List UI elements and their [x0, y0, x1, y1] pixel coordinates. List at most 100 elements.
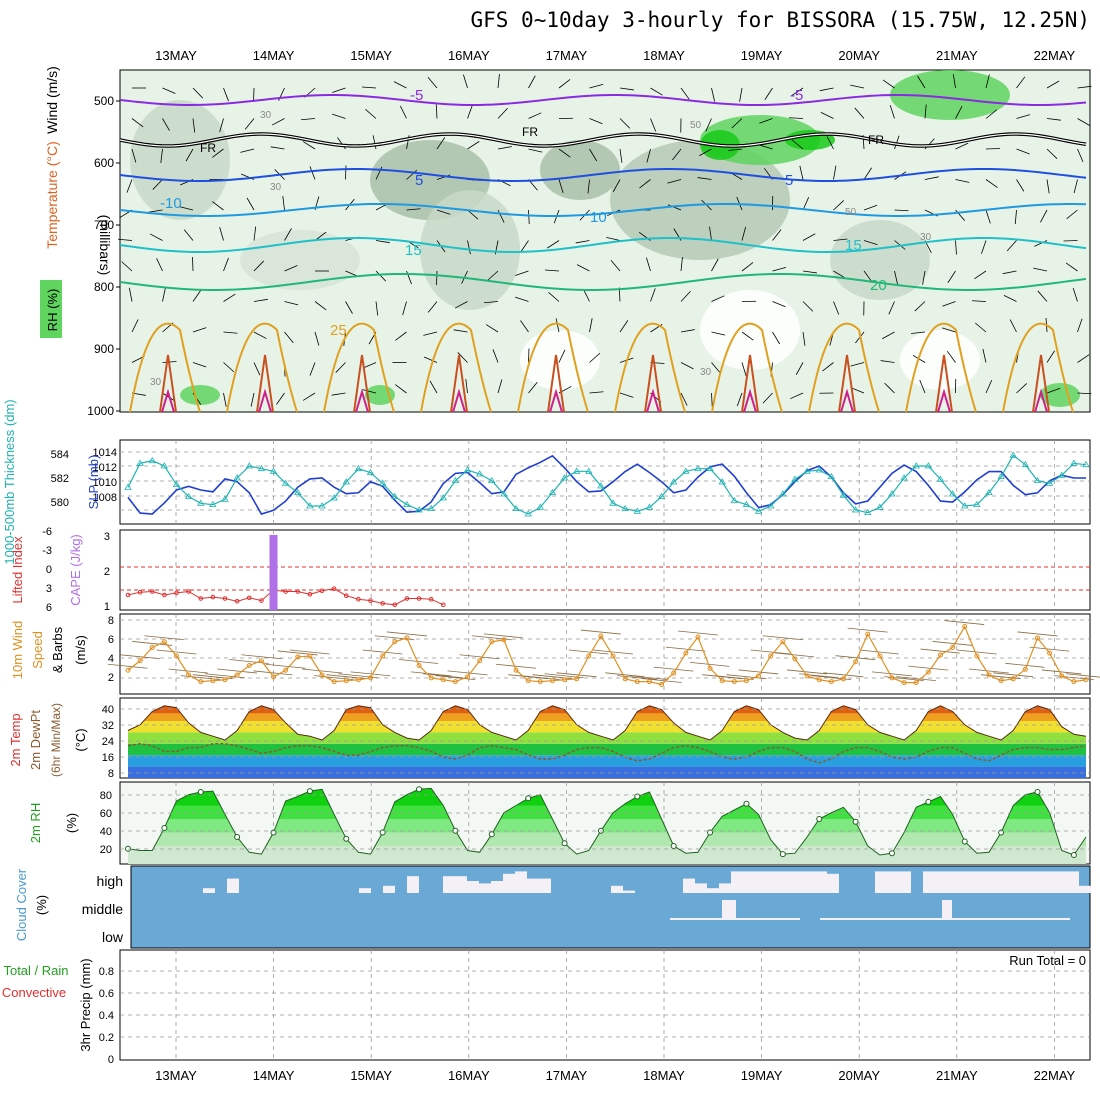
- thickness-marker: [839, 491, 848, 498]
- wind-barb: [284, 331, 294, 344]
- lifted-index-marker: [137, 589, 143, 595]
- thickness-marker: [742, 500, 751, 508]
- wind-barb: [802, 233, 816, 241]
- wind-speed-marker: [513, 667, 519, 673]
- cloud-bar-high: [959, 871, 971, 893]
- wind-barb: [362, 362, 377, 369]
- cloud-bar-high: [407, 876, 419, 893]
- precip-panel: [119, 949, 1091, 1061]
- wind-barb: [515, 296, 529, 302]
- wind-barb: [148, 209, 163, 213]
- thickness-marker: [1082, 460, 1090, 468]
- wind-barb: [680, 329, 695, 333]
- cloud-bar-high: [743, 871, 755, 893]
- wind-barb: [575, 240, 590, 244]
- temp-tick: 32: [102, 720, 114, 732]
- cloud-bar-high: [539, 878, 551, 893]
- wind-speed-marker: [998, 678, 1004, 684]
- wind-barb: [826, 136, 834, 150]
- temp-contour-30: [353, 354, 371, 413]
- rh-marker: [525, 795, 532, 802]
- thickness-marker: [633, 507, 642, 514]
- wind-barb: [1077, 148, 1084, 163]
- wind-barb: [435, 104, 438, 119]
- lifted-index-marker: [234, 599, 240, 604]
- lifted-index-tick: 6: [46, 602, 52, 614]
- wind-speed-marker: [271, 674, 277, 680]
- wind-barb: [667, 204, 682, 211]
- wind-barb: [589, 318, 593, 333]
- thickness-marker: [536, 503, 545, 510]
- thickness-marker: [694, 464, 702, 472]
- wind-barb: [650, 288, 656, 302]
- wind-speed-marker: [1083, 677, 1089, 683]
- wind-speed-marker: [380, 653, 386, 659]
- wind-speed-marker: [659, 682, 665, 687]
- wind-barb: [314, 301, 327, 311]
- wind-barb: [436, 137, 446, 150]
- pressure-tick: 600: [94, 156, 114, 170]
- wind-barb: [302, 141, 316, 150]
- wind-barb-10m: [568, 649, 609, 655]
- wind-barb: [711, 362, 721, 374]
- wind-barb: [1046, 179, 1050, 194]
- temp-contour-25: [1002, 322, 1074, 413]
- temp-contour-30: [741, 354, 759, 413]
- wind-barb: [314, 331, 320, 346]
- rh-contour-label: 30: [150, 377, 162, 388]
- wind-barb: [833, 270, 846, 279]
- wind-speed-marker: [731, 679, 737, 685]
- precip-tick: 0: [108, 1054, 114, 1066]
- date-label-bottom: 14MAY: [253, 1068, 295, 1083]
- temperature-line: [127, 705, 1087, 741]
- thickness-marker: [439, 494, 447, 501]
- wind-barb-10m: [641, 678, 682, 683]
- wind-speed-marker: [877, 653, 883, 659]
- wind-speed-marker: [901, 680, 907, 686]
- wind-barb: [680, 290, 691, 302]
- rh-marker: [925, 798, 932, 805]
- cape-bar: [269, 535, 278, 610]
- thickness-marker: [403, 500, 411, 508]
- cloud-bar-high: [1067, 871, 1079, 893]
- wind-barb: [121, 261, 133, 272]
- wind-barb: [453, 329, 468, 333]
- wind-barb: [772, 266, 787, 272]
- temp-contour-35: [161, 388, 175, 413]
- temp-contour-35: [840, 388, 854, 413]
- rh-legend-swatch: [40, 280, 62, 338]
- thickness-marker: [730, 496, 739, 504]
- lifted-index-marker: [428, 596, 434, 602]
- wind-speed-marker: [828, 679, 834, 685]
- thickness-marker: [488, 476, 496, 484]
- wind-barb: [711, 87, 716, 102]
- thickness-marker: [585, 467, 593, 474]
- wind-barb: [558, 79, 571, 89]
- wind-speed-marker: [622, 676, 628, 682]
- lifted-index-marker: [210, 594, 216, 600]
- wind-speed-marker: [719, 678, 725, 684]
- wind-barb: [762, 392, 773, 404]
- cloud-bar-high: [611, 885, 623, 893]
- wind-barb: [253, 226, 257, 241]
- wind-barb: [429, 380, 438, 394]
- rh-marker: [670, 843, 677, 849]
- dewpoint-line: [127, 743, 1087, 764]
- wind-speed-marker: [925, 669, 931, 675]
- cloud-bar-high: [827, 873, 839, 893]
- wind-barb: [282, 196, 285, 211]
- wind-barb: [741, 331, 754, 341]
- temp-tick: 16: [102, 752, 114, 764]
- wind-speed-marker: [756, 673, 762, 679]
- rh-shading: [890, 70, 1010, 120]
- wind-barb: [301, 118, 316, 121]
- wind-barb: [589, 118, 603, 125]
- lifted-index-marker: [149, 589, 155, 594]
- thickness-marker: [306, 502, 314, 509]
- freezing-label: FR: [200, 141, 216, 155]
- wind-barb: [736, 392, 743, 407]
- wind-barb: [558, 148, 571, 158]
- wind-barb: [1077, 354, 1090, 363]
- wind-barb: [558, 349, 566, 363]
- wind-barb: [772, 331, 781, 345]
